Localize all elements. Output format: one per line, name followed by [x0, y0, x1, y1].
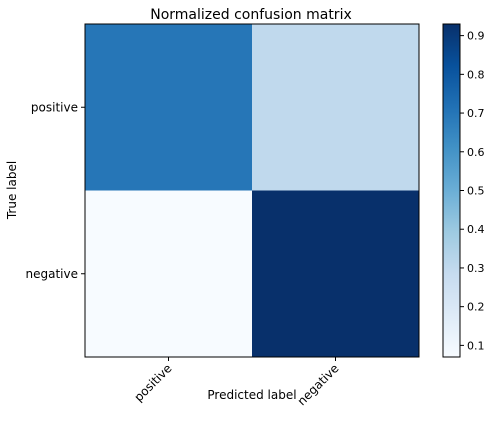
heatmap-cell	[252, 190, 420, 358]
chart-title: Normalized confusion matrix	[150, 7, 352, 23]
y-tick-label: positive	[31, 100, 78, 114]
colorbar-tick-label: 0.5	[467, 185, 485, 198]
colorbar-tick-label: 0.7	[467, 107, 485, 120]
colorbar-ticks: 0.1 0.2 0.3 0.4 0.5 0.6 0.7 0.8 0.9	[460, 30, 485, 352]
y-axis-ticks: positive negative	[26, 100, 85, 281]
colorbar-tick-label: 0.8	[467, 68, 485, 81]
colorbar-tick-label: 0.9	[467, 30, 485, 43]
plot-frame	[84, 23, 420, 358]
heatmap-cell	[85, 24, 253, 191]
x-axis-label: Predicted label	[207, 388, 296, 402]
heatmap-cells	[85, 24, 420, 358]
x-tick-label: negative	[295, 361, 342, 408]
heatmap-cell	[85, 190, 253, 358]
colorbar-tick-label: 0.4	[467, 223, 485, 236]
colorbar-tick-label: 0.2	[467, 301, 485, 314]
colorbar-tick-label: 0.1	[467, 339, 485, 352]
y-axis-label: True label	[5, 161, 19, 220]
y-tick-label: negative	[26, 267, 78, 281]
x-tick-label: positive	[131, 361, 174, 404]
colorbar-tick-label: 0.6	[467, 146, 485, 159]
colorbar-tick-label: 0.3	[467, 262, 485, 275]
colorbar	[442, 23, 461, 358]
heatmap-cell	[252, 24, 420, 191]
